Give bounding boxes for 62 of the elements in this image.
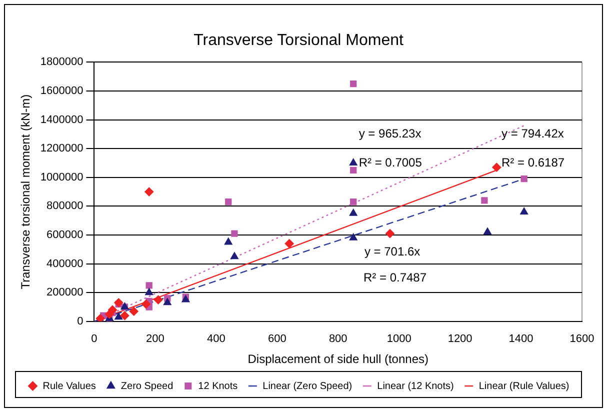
legend-label: Linear (Rule Values) (478, 380, 570, 392)
y-tick-label: 0 (77, 315, 84, 328)
x-tick-label: 1600 (570, 333, 594, 346)
y-tick-label: 400000 (46, 258, 84, 270)
point (385, 229, 394, 238)
point (349, 208, 358, 216)
point (114, 298, 124, 308)
point (520, 207, 528, 214)
annotation: R² = 0.7005 (358, 155, 422, 170)
annotation: y = 701.6x (364, 244, 420, 259)
point (484, 228, 492, 235)
point (492, 162, 502, 172)
y-tick-label: 800000 (46, 200, 84, 212)
chart-title: Transverse Torsional Moment (194, 32, 404, 50)
point (224, 238, 232, 245)
legend-label: Linear (Zero Speed) (262, 380, 352, 392)
x-tick-label: 800 (328, 333, 348, 346)
legend-label: 12 Knots (198, 380, 238, 392)
y-axis-title: Transverse torsional moment (kN-m) (18, 94, 33, 290)
point (350, 80, 357, 88)
point (154, 295, 163, 304)
x-tick-label: 0 (91, 333, 98, 346)
x-tick-label: 1200 (448, 333, 472, 346)
y-tick-label: 200000 (46, 286, 84, 299)
annotation: y = 965.23x (358, 126, 422, 141)
x-tick-label: 1000 (386, 333, 412, 346)
point (145, 288, 154, 296)
point (349, 158, 358, 166)
point (349, 233, 358, 240)
x-tick-label: 1400 (508, 333, 534, 346)
y-tick-label: 600000 (46, 229, 84, 242)
y-tick-label: 1600000 (40, 85, 84, 98)
x-axis-title: Displacement of side hull (tonnes) (248, 352, 428, 366)
point (225, 198, 232, 206)
point (350, 198, 357, 206)
annotation: R² = 0.7487 (363, 270, 427, 284)
point (129, 306, 138, 316)
y-tick-label: 1800000 (40, 56, 84, 68)
annotation: R² = 0.6187 (502, 155, 565, 170)
point (520, 176, 528, 182)
point (114, 312, 123, 320)
point (108, 305, 118, 314)
point (120, 311, 130, 320)
point (350, 166, 357, 174)
legend-label: Zero Speed (120, 380, 174, 392)
y-tick-label: 1200000 (40, 142, 84, 155)
y-tick-label: 1400000 (40, 114, 84, 126)
point (146, 282, 152, 289)
point (163, 298, 172, 306)
point (481, 197, 488, 204)
point (144, 187, 154, 196)
point (231, 230, 238, 237)
annotation: y = 794.42x (502, 126, 564, 141)
y-tick-label: 1000000 (40, 171, 84, 184)
point (230, 252, 238, 260)
legend-label: Rule Values (42, 380, 96, 392)
x-tick-label: 600 (268, 333, 286, 346)
x-tick-label: 400 (206, 333, 226, 346)
x-tick-label: 200 (146, 333, 164, 346)
point (142, 300, 151, 309)
point (284, 239, 294, 248)
legend-label: Linear (12 Knots) (377, 380, 454, 392)
